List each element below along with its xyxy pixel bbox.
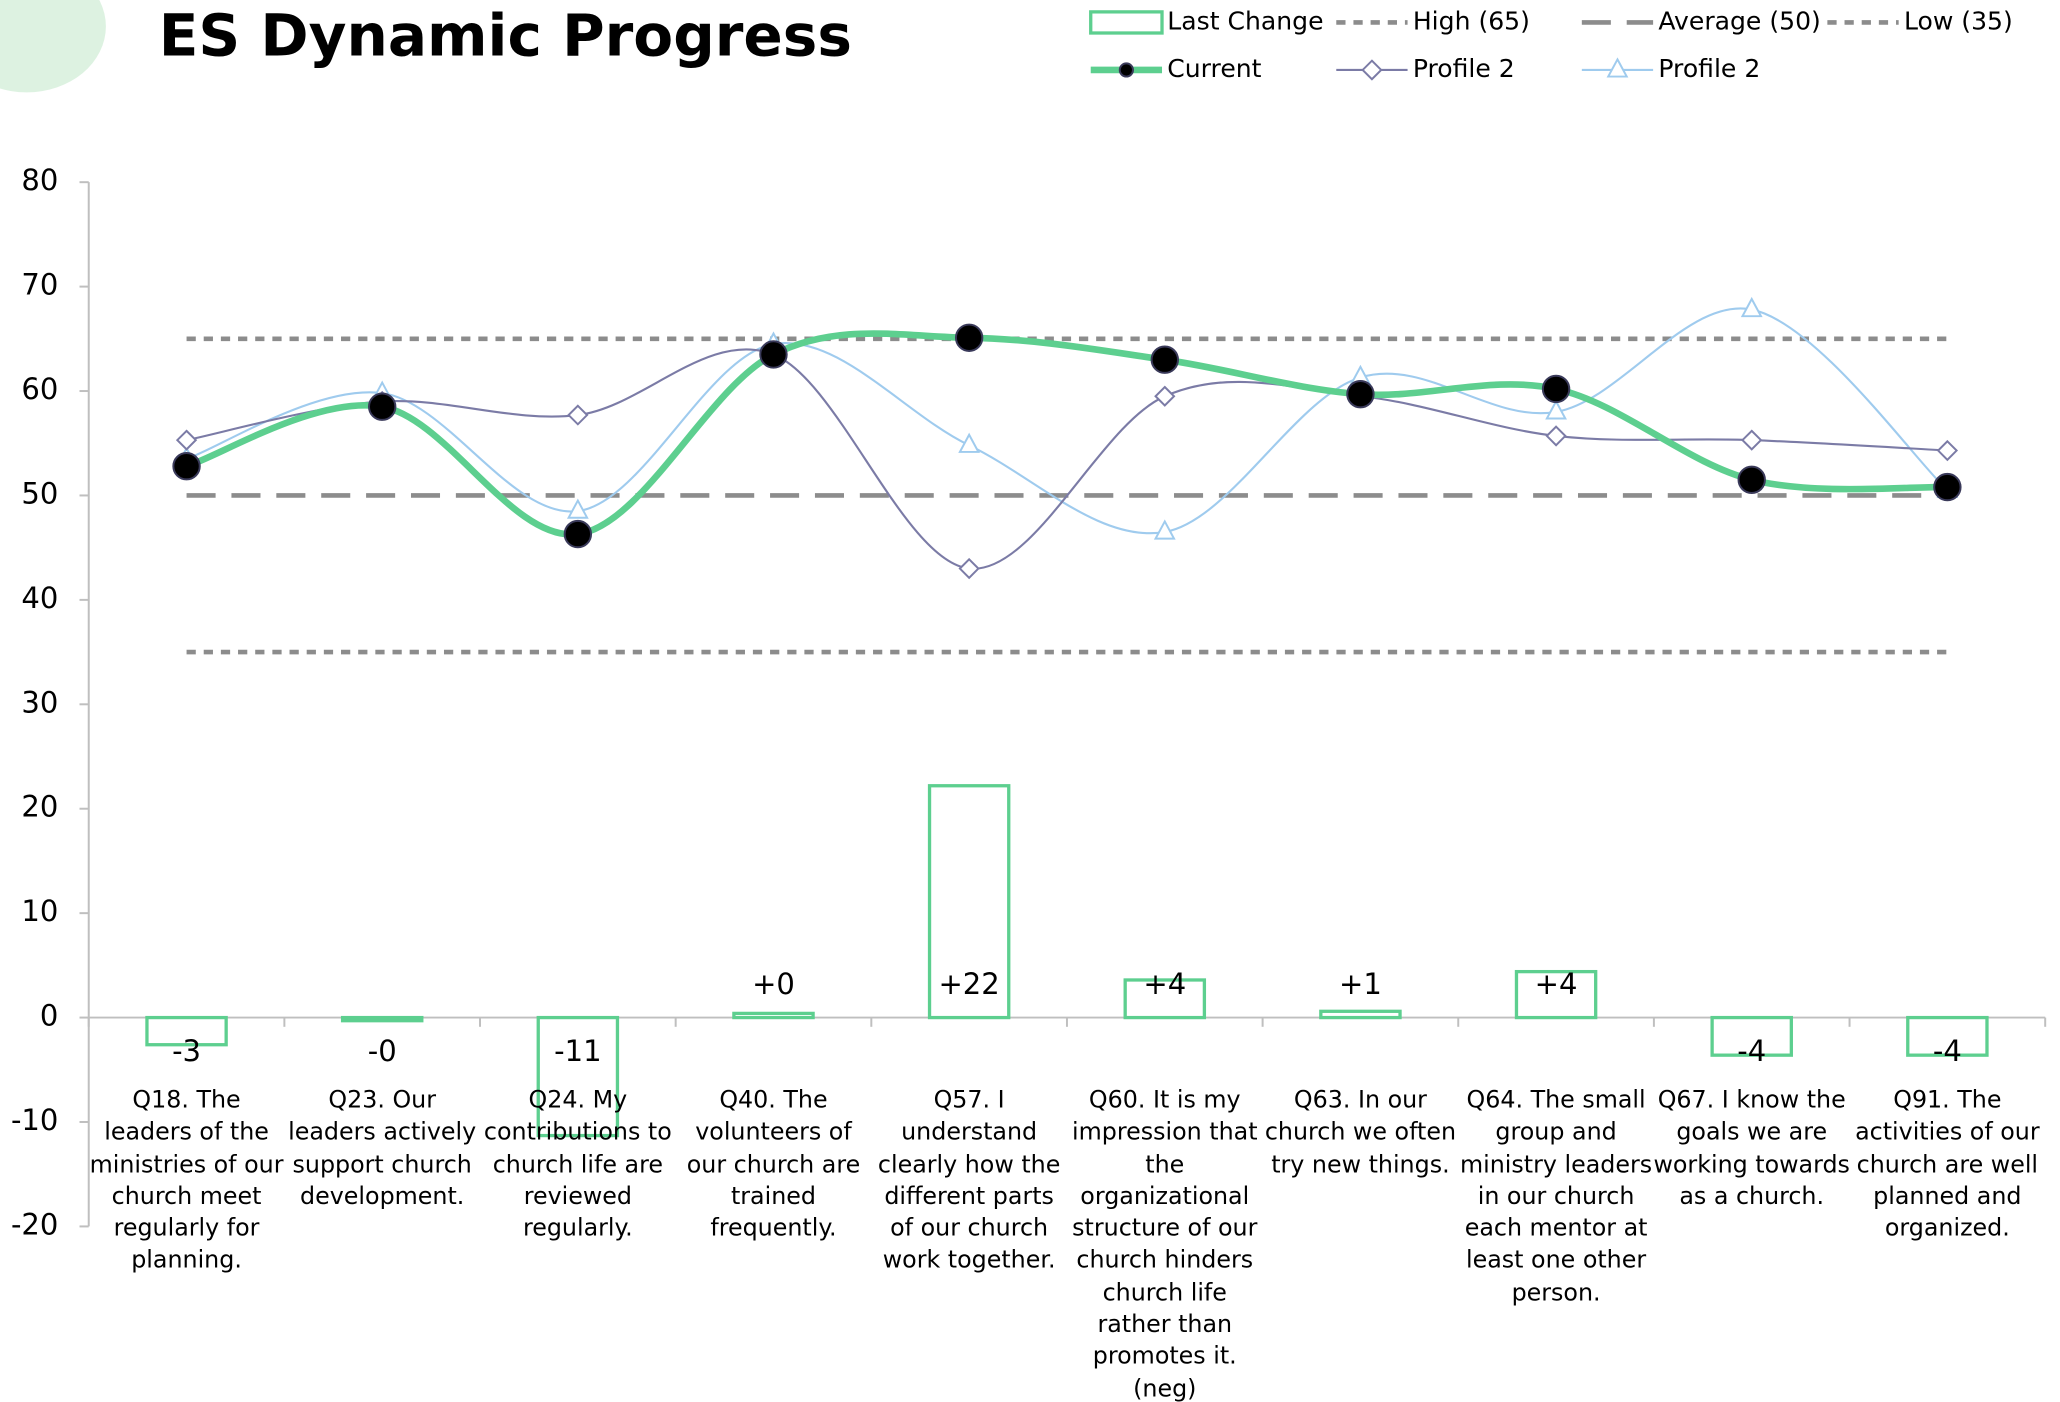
legend-label: Profile 2 [1413, 54, 1515, 83]
bar [1319, 1009, 1402, 1020]
x-category-label: Q24. My contributions to church life are… [483, 1086, 672, 1243]
legend-label: Profile 2 [1658, 54, 1760, 83]
legend-marker [1606, 57, 1629, 78]
y-tick-label: 20 [21, 790, 58, 824]
y-tick-label: -20 [11, 1207, 58, 1241]
marker [1153, 519, 1176, 540]
chart-title: ES Dynamic Progress [159, 2, 852, 70]
marker [567, 404, 589, 426]
bar-value-label: -3 [172, 1034, 201, 1068]
x-category-label: Q63. In our church we often try new thin… [1264, 1086, 1457, 1179]
marker [175, 429, 198, 451]
x-category-label-box: Q91. The activities of our church are we… [1855, 1086, 2040, 1243]
x-category-label: Q60. It is my impression that the organi… [1072, 1086, 1258, 1402]
legend-label: Last Change [1167, 6, 1323, 35]
bar [145, 1015, 228, 1047]
bar [536, 1015, 620, 1138]
bar-value-label: +4 [1143, 967, 1186, 1001]
marker [1741, 429, 1763, 451]
x-category-label: Q40. The volunteers of our church are tr… [686, 1086, 861, 1243]
legend-marker [1118, 62, 1134, 78]
marker [1154, 385, 1176, 407]
marker [954, 323, 984, 352]
series-line [185, 330, 1948, 538]
marker [566, 498, 589, 519]
x-category-label-box: Q18. The leaders of the ministries of ou… [89, 1086, 284, 1275]
bar-value-label: -0 [368, 1034, 397, 1068]
legend-label: Average (50) [1658, 6, 1820, 35]
y-tick-label: 30 [21, 685, 58, 719]
x-category-label-box: Q67. I know the goals we are working tow… [1653, 1086, 1850, 1211]
bar [732, 1011, 815, 1020]
legend-label: Low (35) [1904, 6, 2013, 35]
marker [172, 452, 201, 481]
legend-swatch [1089, 10, 1164, 35]
marker [1545, 399, 1567, 420]
bar [1710, 1015, 1793, 1057]
x-category-label-box: Q60. It is my impression that the organi… [1072, 1086, 1258, 1402]
x-category-label: Q18. The leaders of the ministries of ou… [89, 1086, 284, 1275]
x-category-label-box: Q40. The volunteers of our church are tr… [686, 1086, 861, 1243]
bar [340, 1015, 424, 1023]
marker [1545, 425, 1567, 447]
bar-value-label: -4 [1933, 1034, 1962, 1068]
y-tick-label: -10 [11, 1103, 58, 1137]
bar [927, 784, 1011, 1020]
y-tick-label: 60 [21, 372, 58, 406]
marker [958, 557, 980, 580]
marker [1936, 439, 1959, 462]
marker [1933, 472, 1962, 502]
marker [1150, 345, 1179, 374]
x-category-label: Q67. I know the goals we are working tow… [1653, 1086, 1850, 1211]
marker [759, 340, 788, 369]
bar [1123, 978, 1207, 1020]
bar [1906, 1015, 1989, 1057]
legend-label: Current [1167, 54, 1261, 83]
x-category-label-box: Q57. I understand clearly how the differ… [877, 1086, 1061, 1275]
series-line [186, 348, 1948, 570]
x-category-label: Q91. The activities of our church are we… [1855, 1086, 2040, 1243]
y-tick-label: 50 [21, 476, 58, 510]
y-tick-label: 40 [21, 581, 58, 615]
bar [1514, 969, 1598, 1020]
marker [958, 432, 981, 453]
marker [1541, 374, 1571, 404]
y-tick-label: 80 [21, 163, 58, 197]
marker [1346, 379, 1375, 409]
y-tick-label: 10 [21, 894, 58, 928]
corner-decoration [0, 0, 106, 93]
y-tick-label: 0 [40, 999, 58, 1033]
x-category-label-box: Q23. Our leaders actively support church… [288, 1086, 477, 1211]
marker [1740, 296, 1763, 318]
bar-value-label: +4 [1535, 967, 1578, 1001]
marker [1737, 465, 1766, 494]
x-category-label: Q64. The small group and ministry leader… [1459, 1086, 1653, 1307]
bar-value-label: +0 [752, 967, 795, 1001]
bar-value-label: +1 [1339, 967, 1382, 1001]
x-category-label-box: Q24. My contributions to church life are… [483, 1086, 672, 1243]
y-tick-label: 70 [21, 268, 58, 302]
bar-value-label: -11 [554, 1034, 601, 1068]
legend-label: High (65) [1413, 6, 1530, 35]
marker [368, 392, 397, 421]
legend-marker [1361, 59, 1383, 81]
marker [563, 519, 593, 549]
x-category-label: Q23. Our leaders actively support church… [288, 1086, 477, 1211]
bar-value-label: +22 [939, 967, 1000, 1001]
x-category-label: Q57. I understand clearly how the differ… [877, 1086, 1061, 1275]
series-line [186, 307, 1949, 535]
x-category-label-box: Q63. In our church we often try new thin… [1264, 1086, 1457, 1179]
x-category-label-box: Q64. The small group and ministry leader… [1459, 1086, 1653, 1307]
bar-value-label: -4 [1737, 1034, 1766, 1068]
